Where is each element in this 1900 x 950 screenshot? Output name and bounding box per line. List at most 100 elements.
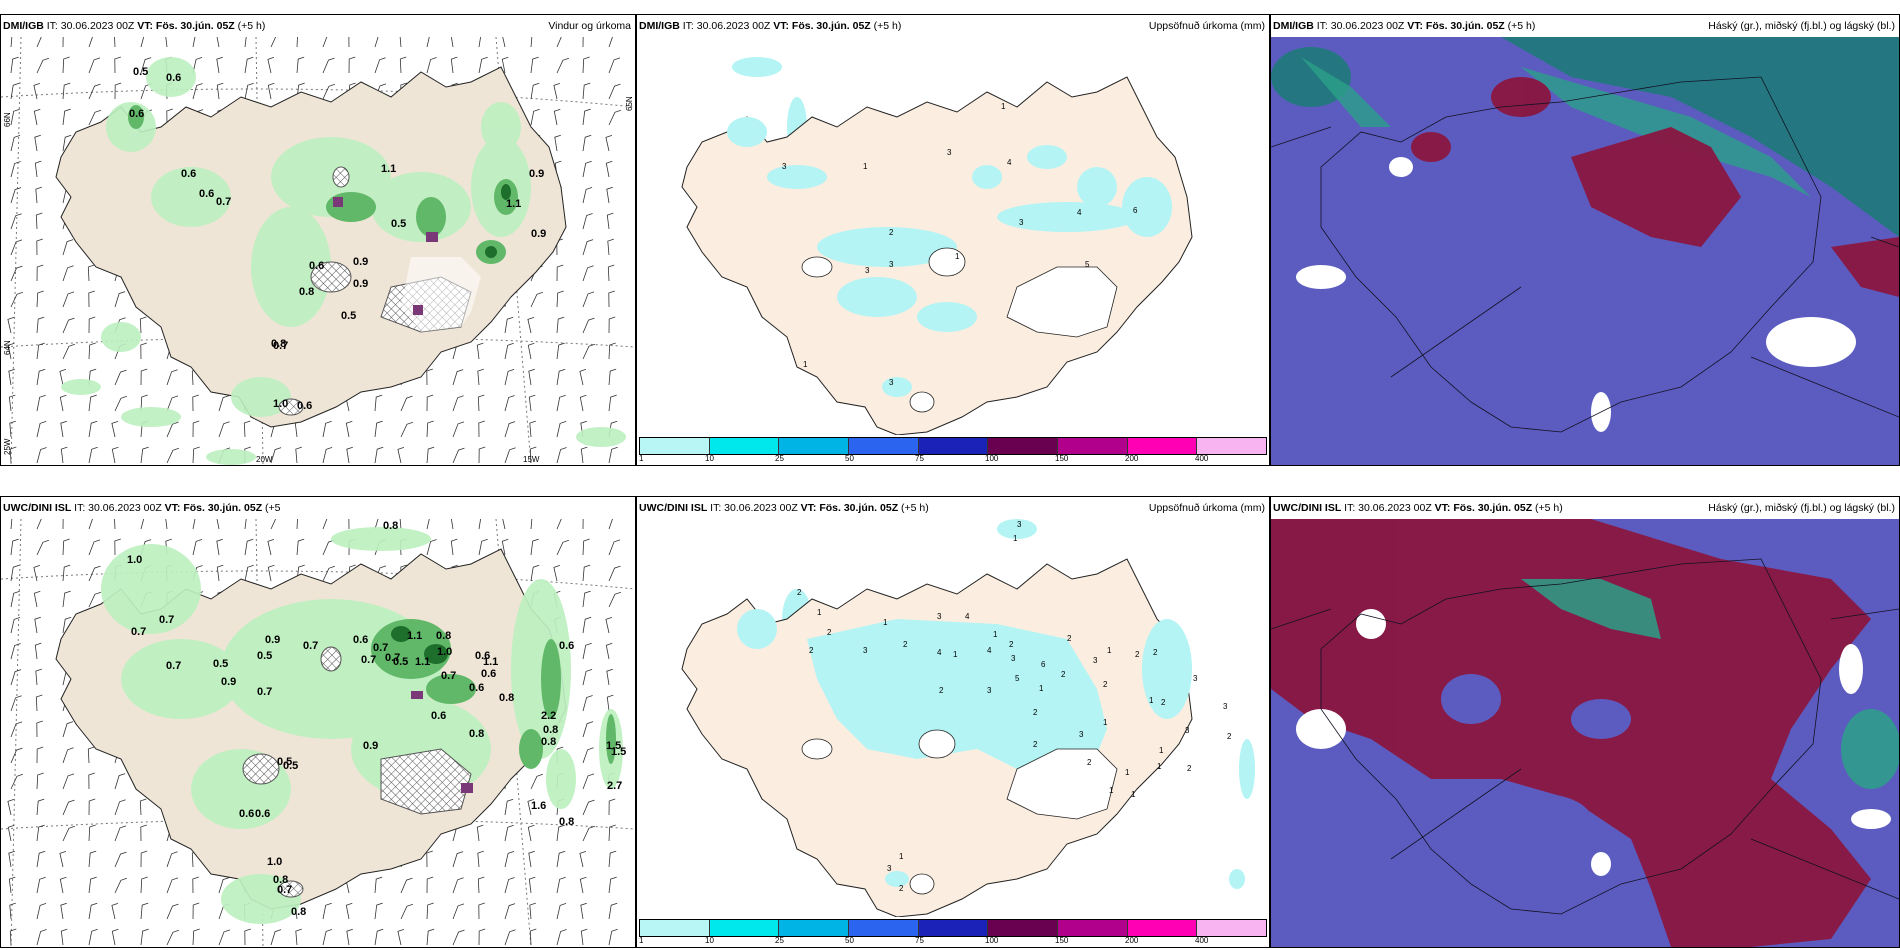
lead-time: (+5 h) [873,20,902,32]
precip-value-label: 0.7 [373,642,388,654]
wind-barb [527,342,535,360]
wind-barb [62,773,75,790]
wind-barb [36,850,46,868]
wind-barb [34,616,41,634]
wind-barb [36,772,44,790]
precip-value-label: 1 [1131,790,1136,799]
legend-label: 25 [775,936,784,945]
wind-barb [528,394,536,412]
wind-barb [10,721,23,738]
wind-barb [346,928,353,946]
panel-dmi-wind-precip: DMI/IGB IT: 30.06.2023 00Z VT: Fös. 30.j… [0,14,636,466]
precip-value-label: 1.0 [437,646,452,658]
wind-barb [88,83,101,100]
wind-barb [527,824,535,842]
wind-barb [476,342,484,360]
precip-value-label: 3 [937,612,942,621]
panel-header: DMI/IGB IT: 30.06.2023 00Z VT: Fös. 30.j… [637,15,1269,37]
wind-barb [88,37,93,48]
legend-swatch [1058,920,1128,936]
legend-label: 200 [1125,936,1139,945]
wind-barb [504,877,515,894]
wind-barb [36,519,42,530]
wind-barb [62,590,71,608]
wind-barb [244,538,254,556]
wind-barb [348,37,350,48]
wind-barb [10,108,20,126]
panel-header: UWC/DINI ISL IT: 30.06.2023 00Z VT: Fös.… [1271,497,1899,519]
wind-barb [88,798,96,816]
wind-barb [59,876,67,894]
precip-value-label: 2 [1153,648,1158,657]
precip-value-label: 1.0 [127,554,142,566]
wind-barb [60,420,67,438]
wind-barb [400,421,414,438]
precip-value-label: 1 [1149,696,1154,705]
wind-barb [10,747,23,764]
legend-swatch [1127,920,1198,936]
wind-barb [111,421,119,438]
wind-barb [426,57,437,74]
wind-barb [607,264,615,282]
legend-label: 150 [1055,936,1069,945]
wind-barb [374,446,384,464]
wind-barb [244,519,247,530]
wind-barb [582,265,594,282]
legend-label: 200 [1125,454,1139,463]
wind-barb [59,394,67,412]
precip-value-label: 0.8 [291,906,306,918]
wind-barb [62,37,64,48]
glacier-outline [801,729,1118,895]
wind-barb [478,538,488,556]
legend-label: 50 [845,936,854,945]
wind-barb [553,83,561,100]
wind-barb [608,83,621,100]
precip-value-label: 0.9 [363,740,378,752]
wind-barb [608,109,622,126]
wind-barb [88,519,93,530]
wind-barb [88,446,98,464]
wind-barb [8,876,16,894]
precip-value-label: 5 [1015,674,1020,683]
wind-barb [62,343,76,360]
wind-barb [88,394,97,412]
precip-value-label: 0.6 [475,650,490,662]
wind-barb [35,694,43,712]
precip-value-label: 2 [939,686,944,695]
legend-swatch [1127,438,1198,454]
lead-time: (+5 h) [1507,20,1536,32]
wind-barb [165,37,168,48]
precip-value-label: 0.9 [531,228,546,240]
wind-barb [322,519,328,530]
precip-value-label: 2 [827,628,832,637]
wind-barb [606,212,614,230]
wind-barb [9,902,16,920]
wind-barb [582,799,595,816]
wind-barb [166,851,178,868]
wind-barb [60,902,67,920]
wind-barb [606,694,614,712]
coastline [1271,76,1899,433]
wind-barb [10,643,21,660]
wind-barb [140,928,149,946]
wind-barb [62,82,71,100]
wind-barb [35,186,42,204]
precip-value-label: 1.1 [415,656,430,668]
panel-title: Uppsöfnuð úrkoma (mm) [1148,502,1265,514]
wind-barb [114,291,126,308]
glacier-outline [801,247,1118,413]
wind-barb [608,342,616,360]
wind-barb [88,539,101,556]
color-legend: 1 10 25 50 75 100 150 200 400 [637,917,1269,947]
wind-barb [556,342,565,360]
wind-barb [62,317,75,334]
legend-swatch [1197,438,1267,454]
wind-barb [452,421,465,438]
wind-barb [267,82,275,100]
wind-barb [530,37,533,48]
panel-title: Háský (gr.), miðský (fj.bl.) og lágský (… [1708,20,1895,32]
precip-value-label: 1 [1159,746,1164,755]
wind-barb [244,564,254,582]
precip-value-label: 0.5 [277,756,292,768]
wind-barb [243,420,251,438]
